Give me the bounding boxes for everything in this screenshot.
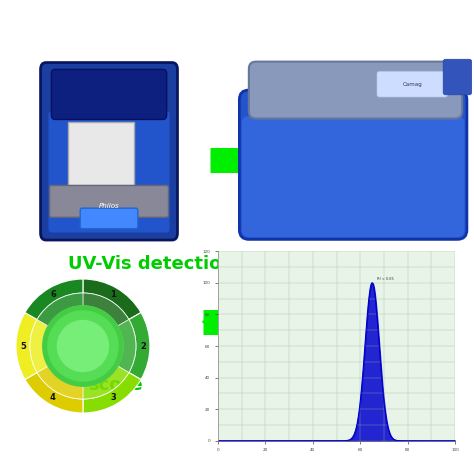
Text: UV-Vis detection: UV-Vis detection (68, 255, 235, 273)
Wedge shape (83, 293, 129, 326)
Text: score: score (88, 376, 142, 394)
FancyBboxPatch shape (50, 185, 168, 217)
FancyBboxPatch shape (80, 208, 138, 228)
Wedge shape (25, 279, 83, 319)
FancyBboxPatch shape (249, 62, 462, 118)
Text: Rf = 0.65: Rf = 0.65 (377, 277, 393, 281)
Text: Philos: Philos (99, 203, 119, 209)
Text: HPTLC chromatogram: HPTLC chromatogram (232, 376, 437, 394)
Polygon shape (79, 143, 102, 177)
FancyBboxPatch shape (377, 71, 448, 97)
Text: 1: 1 (110, 290, 116, 299)
Wedge shape (83, 366, 129, 399)
Circle shape (43, 306, 123, 386)
FancyBboxPatch shape (51, 69, 167, 119)
Polygon shape (245, 143, 268, 177)
Wedge shape (129, 312, 150, 380)
Wedge shape (30, 319, 48, 373)
Circle shape (48, 311, 118, 381)
Text: Camag: Camag (402, 82, 422, 87)
Text: 4: 4 (50, 393, 56, 402)
Wedge shape (16, 312, 37, 380)
Wedge shape (118, 319, 136, 373)
Wedge shape (25, 373, 83, 413)
FancyBboxPatch shape (68, 122, 134, 190)
Text: 5: 5 (20, 342, 26, 350)
Text: TLC scanner: TLC scanner (292, 255, 415, 273)
Text: 6: 6 (50, 290, 56, 299)
Circle shape (57, 320, 109, 372)
Wedge shape (83, 279, 141, 319)
Wedge shape (37, 366, 83, 399)
Text: 3: 3 (110, 393, 116, 402)
Wedge shape (83, 373, 141, 413)
Polygon shape (202, 305, 226, 339)
FancyBboxPatch shape (41, 63, 177, 240)
Text: 2: 2 (140, 342, 146, 350)
FancyBboxPatch shape (239, 90, 467, 239)
FancyBboxPatch shape (242, 116, 465, 237)
FancyBboxPatch shape (48, 110, 170, 233)
FancyBboxPatch shape (443, 59, 472, 95)
Wedge shape (37, 293, 83, 326)
